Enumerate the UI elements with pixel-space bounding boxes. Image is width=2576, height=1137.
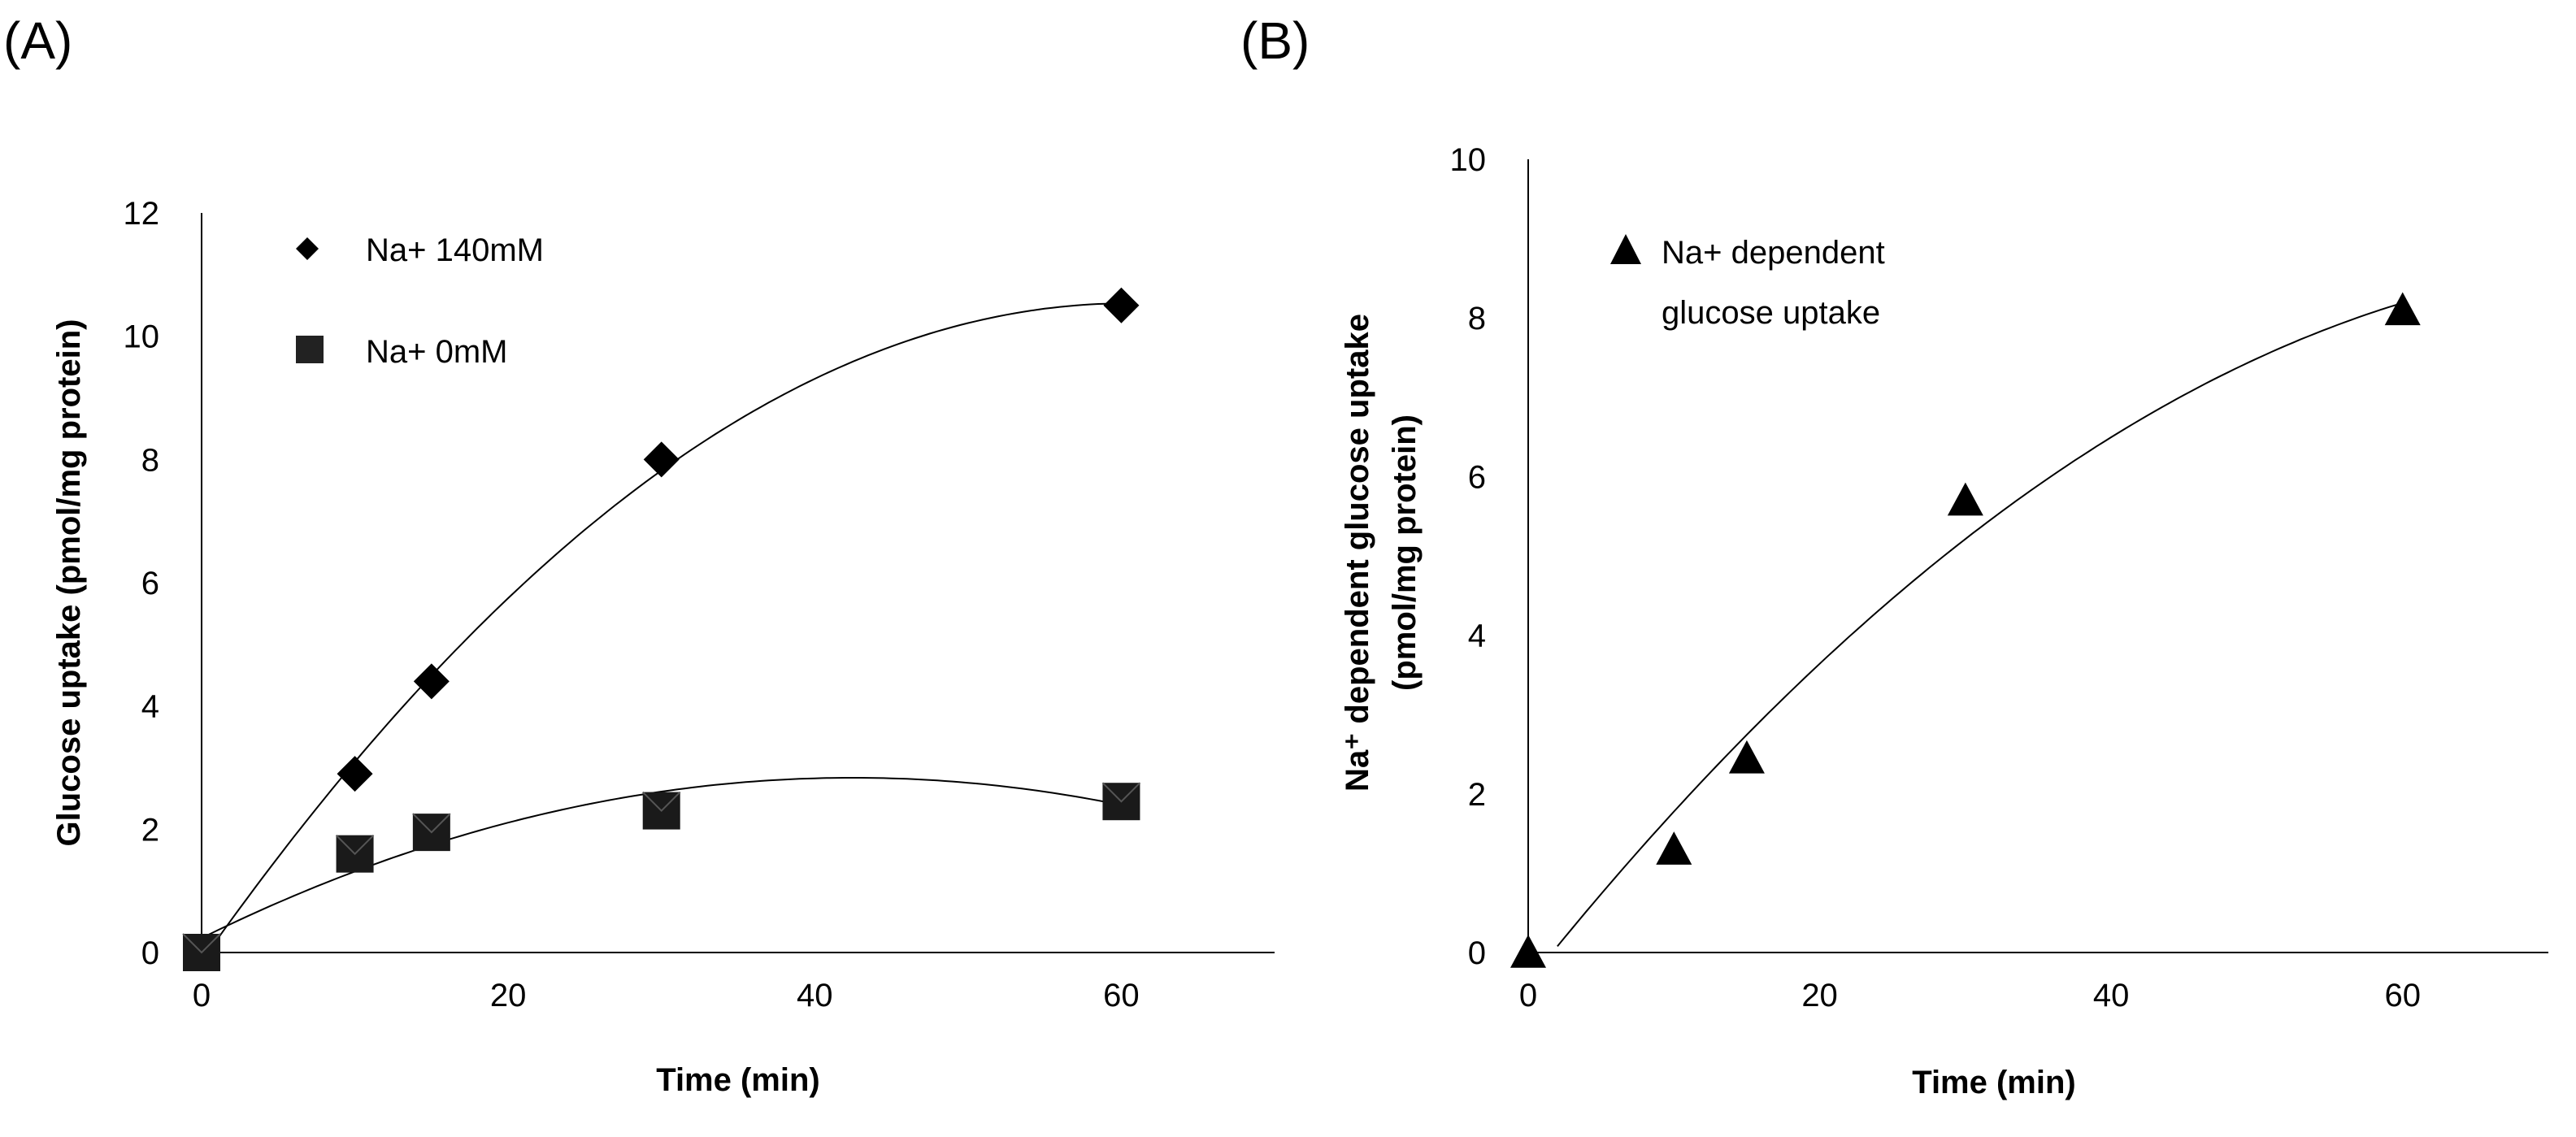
y-tick-label: 10 (124, 319, 160, 355)
y-tick-label: 10 (1450, 142, 1487, 178)
data-point-square (642, 791, 681, 830)
panel-a-label: (A) (3, 11, 72, 70)
data-point-square (182, 933, 221, 971)
panel-b-y-title: Na⁺ dependent glucose uptake (pmol/mg pr… (1340, 314, 1423, 792)
y-tick-label: 8 (1468, 301, 1486, 336)
data-point-square (412, 813, 451, 852)
panel-b-y-title-line-2: (pmol/mg protein) (1387, 414, 1423, 691)
x-tick-label: 0 (1519, 978, 1537, 1013)
legend-marker-diamond (296, 237, 319, 260)
data-point-triangle (1947, 482, 1983, 516)
data-point-triangle (1728, 740, 1765, 774)
panel-b-label: (B) (1240, 11, 1310, 70)
x-tick-label: 20 (490, 978, 527, 1013)
x-tick-label: 20 (1801, 978, 1838, 1013)
x-tick-label: 60 (2384, 978, 2421, 1013)
data-point-square (1101, 782, 1141, 821)
legend-marker-triangle (1610, 234, 1641, 264)
data-point-triangle (1510, 935, 1546, 968)
panel-a: (A) 0 2 4 6 8 10 12 0 20 40 60 Time (min) Glucose… (3, 11, 1275, 1098)
x-tick-label: 40 (2093, 978, 2130, 1013)
y-tick-label: 2 (141, 812, 159, 848)
panel-b-y-title-line-1: Na⁺ dependent glucose uptake (1340, 314, 1375, 792)
y-tick-label: 4 (141, 689, 159, 725)
x-tick-label: 40 (797, 978, 833, 1013)
panel-a-y-title: Glucose uptake (pmol/mg protein) (51, 319, 87, 847)
legend-label-na-0: Na+ 0mM (366, 334, 508, 370)
panel-b-x-title: Time (min) (1912, 1065, 2076, 1100)
legend-label-line-1: Na+ dependent (1662, 235, 1885, 271)
y-tick-label: 2 (1468, 777, 1486, 813)
data-point-diamond (413, 663, 450, 700)
data-point-diamond (1103, 287, 1140, 323)
y-tick-label: 8 (141, 442, 159, 478)
data-point-triangle (2384, 292, 2421, 326)
y-tick-label: 0 (1468, 935, 1486, 971)
panel-a-x-title: Time (min) (656, 1062, 820, 1098)
legend-label-line-2: glucose uptake (1662, 295, 1880, 331)
legend-marker-square (296, 336, 324, 363)
panel-a-legend: Na+ 140mM Na+ 0mM (296, 232, 544, 370)
panel-b: (B) 0 2 4 6 8 10 0 20 40 60 Time (min) Na⁺ depen… (1240, 11, 2548, 1100)
y-tick-label: 4 (1468, 618, 1486, 654)
data-point-diamond (643, 441, 680, 478)
y-tick-label: 0 (141, 935, 159, 971)
x-tick-label: 0 (193, 978, 211, 1013)
y-tick-label: 6 (1468, 459, 1486, 495)
panel-b-legend: Na+ dependent glucose uptake (1610, 234, 1885, 331)
legend-label-na-140: Na+ 140mM (366, 232, 544, 268)
x-tick-label: 60 (1103, 978, 1140, 1013)
data-point-triangle (1656, 831, 1692, 865)
trendline-triangle (1557, 302, 2403, 948)
y-tick-label: 6 (141, 566, 159, 601)
data-point-square (335, 834, 375, 873)
data-point-diamond (337, 756, 373, 792)
y-tick-label: 12 (124, 196, 160, 232)
